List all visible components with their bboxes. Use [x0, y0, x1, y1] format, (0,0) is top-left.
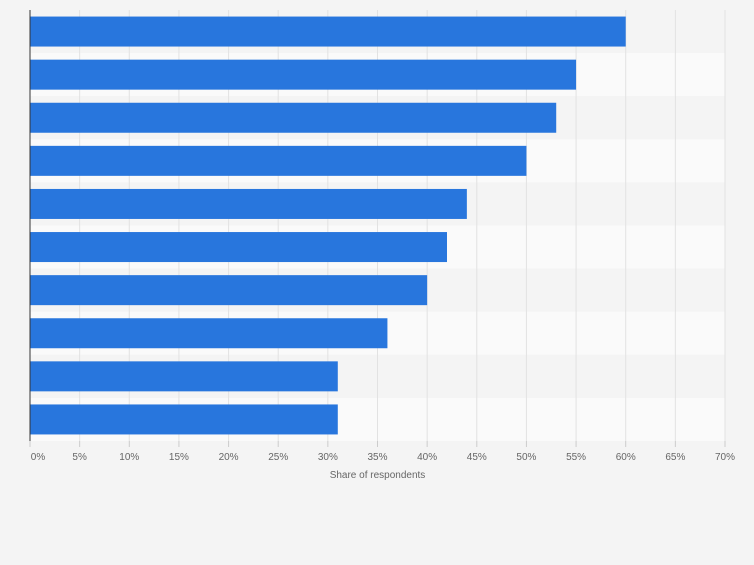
x-tick-label: 25%: [268, 452, 288, 463]
bar[interactable]: [30, 318, 388, 349]
bar[interactable]: [30, 16, 626, 47]
bar[interactable]: [30, 188, 467, 219]
x-tick-label: 50%: [516, 452, 536, 463]
x-tick-label: 40%: [417, 452, 437, 463]
x-tick-label: 60%: [616, 452, 636, 463]
bars: [30, 16, 626, 435]
x-tick-label: 0%: [31, 452, 46, 463]
x-tick-label: 45%: [467, 452, 487, 463]
x-tick-label: 10%: [119, 452, 139, 463]
x-tick-label: 30%: [318, 452, 338, 463]
x-tick-label: 55%: [566, 452, 586, 463]
bar[interactable]: [30, 275, 428, 306]
bar[interactable]: [30, 145, 527, 176]
bar[interactable]: [30, 404, 338, 435]
x-axis-label: Share of respondents: [330, 470, 426, 481]
bar[interactable]: [30, 232, 447, 263]
bar[interactable]: [30, 102, 557, 133]
x-tick-label: 20%: [219, 452, 239, 463]
x-tick-label: 65%: [665, 452, 685, 463]
bar[interactable]: [30, 361, 338, 392]
x-tick-label: 5%: [72, 452, 87, 463]
x-tick-label: 35%: [367, 452, 387, 463]
bar[interactable]: [30, 59, 577, 90]
x-tick-label: 15%: [169, 452, 189, 463]
x-axis-ticks: 0% 5% 10% 15% 20% 25% 30% 35% 40% 45% 50% 55% 60% 65%…: [29, 441, 735, 463]
x-tick-label: 70%: [715, 452, 735, 463]
